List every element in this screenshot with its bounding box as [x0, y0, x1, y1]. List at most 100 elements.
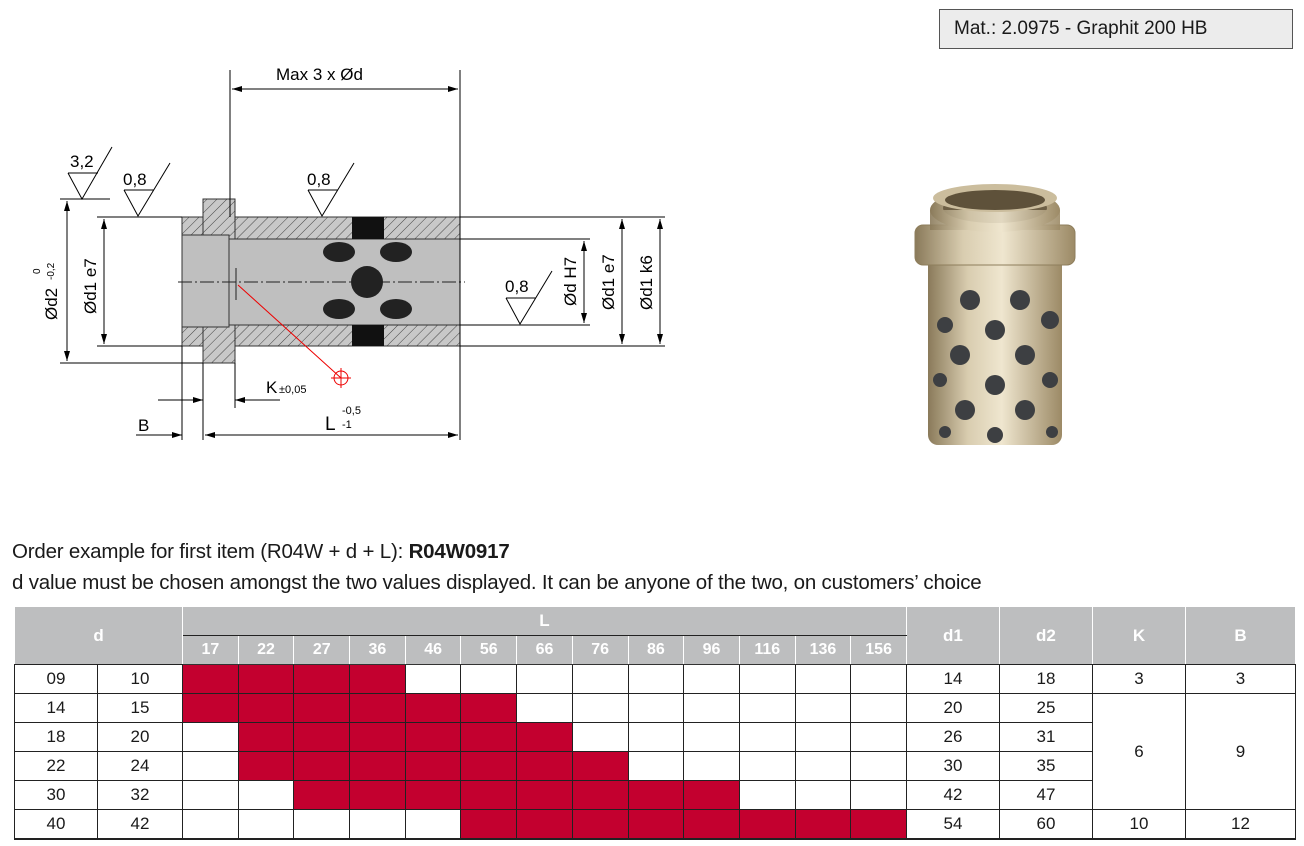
- d1-value: 20: [905, 693, 1000, 723]
- empty-cell: [404, 809, 462, 840]
- header-L-value: 76: [571, 635, 629, 665]
- l-tol-upper: -0,5: [342, 405, 361, 417]
- k-value: 10: [1091, 809, 1186, 840]
- empty-cell: [571, 664, 629, 694]
- header-L-value: 27: [293, 635, 351, 665]
- available-cell: [571, 751, 629, 781]
- empty-cell: [794, 780, 852, 810]
- k-value: 6: [1091, 693, 1186, 810]
- d-value: 10: [96, 664, 184, 694]
- available-cell: [349, 693, 406, 723]
- empty-cell: [627, 693, 685, 723]
- empty-cell: [182, 722, 239, 752]
- empty-cell: [683, 693, 740, 723]
- empty-cell: [516, 693, 573, 723]
- empty-cell: [794, 722, 852, 752]
- empty-cell: [182, 751, 239, 781]
- header-L: L: [182, 606, 907, 636]
- d-value: 22: [14, 751, 98, 781]
- empty-cell: [237, 780, 295, 810]
- d2-value: 35: [998, 751, 1093, 781]
- available-cell: [516, 809, 573, 840]
- l-tol-lower: -1: [342, 419, 352, 431]
- empty-cell: [850, 780, 907, 810]
- available-cell: [460, 722, 518, 752]
- d2-value: 60: [998, 809, 1093, 840]
- available-cell: [460, 751, 518, 781]
- table-row: 09 10 14 18 3 3: [14, 664, 1296, 694]
- d1-value: 42: [905, 780, 1000, 810]
- technical-drawing: Max 3 x Ød 3,2 0,8 0,8 0,8 Ød2 0 -0,2 Ød1…: [32, 65, 665, 440]
- l-label: L: [325, 414, 336, 435]
- d1-e7-right-label: Ød1 e7: [599, 254, 618, 310]
- available-cell: [293, 664, 351, 694]
- empty-cell: [182, 809, 239, 840]
- d-value: 24: [96, 751, 184, 781]
- empty-cell: [516, 664, 573, 694]
- table-row: 40 42 54 60 10 12: [14, 809, 1296, 840]
- d2-tol-upper: 0: [32, 268, 43, 274]
- empty-cell: [571, 693, 629, 723]
- header-L-value: 66: [516, 635, 573, 665]
- header-L-value: 116: [738, 635, 796, 665]
- available-cell: [571, 809, 629, 840]
- empty-cell: [738, 751, 796, 781]
- available-cell: [349, 751, 406, 781]
- empty-cell: [683, 722, 740, 752]
- available-cell: [850, 809, 907, 840]
- available-cell: [627, 809, 685, 840]
- header-L-value: 36: [349, 635, 406, 665]
- b-value: 12: [1184, 809, 1296, 840]
- d-value: 42: [96, 809, 184, 840]
- d1-k6-label: Ød1 k6: [637, 255, 656, 310]
- table-row: 30 32 42 47: [14, 780, 1296, 810]
- d2-value: 47: [998, 780, 1093, 810]
- empty-cell: [850, 693, 907, 723]
- order-example-text: Order example for first item (R04W + d +…: [12, 540, 409, 563]
- empty-cell: [404, 664, 462, 694]
- empty-cell: [683, 751, 740, 781]
- max-length-label: Max 3 x Ød: [276, 65, 363, 84]
- header-L-value: 56: [460, 635, 518, 665]
- header-K: K: [1091, 606, 1186, 665]
- empty-cell: [182, 780, 239, 810]
- empty-cell: [850, 722, 907, 752]
- d1-value: 54: [905, 809, 1000, 840]
- d-value: 32: [96, 780, 184, 810]
- header-L-value: 46: [404, 635, 462, 665]
- available-cell: [182, 693, 239, 723]
- k-value: 3: [1091, 664, 1186, 694]
- table-row: 22 24 30 35: [14, 751, 1296, 781]
- available-cell: [404, 693, 462, 723]
- d1-value: 30: [905, 751, 1000, 781]
- b-label: B: [138, 416, 149, 435]
- d1-value: 26: [905, 722, 1000, 752]
- available-cell: [460, 780, 518, 810]
- order-note: d value must be chosen amongst the two v…: [12, 571, 982, 594]
- available-cell: [237, 664, 295, 694]
- available-cell: [237, 693, 295, 723]
- available-cell: [460, 693, 518, 723]
- k-tolerance: ±0,05: [279, 384, 306, 396]
- empty-cell: [627, 722, 685, 752]
- available-cell: [516, 780, 573, 810]
- table-row: 14 15 20 25 6 9: [14, 693, 1296, 810]
- empty-cell: [237, 809, 295, 840]
- d2-value: 25: [998, 693, 1093, 723]
- bushing-photo: [914, 184, 1076, 445]
- d2-label: Ød2: [42, 288, 61, 320]
- available-cell: [460, 809, 518, 840]
- d1-value: 14: [905, 664, 1000, 694]
- available-cell: [237, 751, 295, 781]
- available-cell: [237, 722, 295, 752]
- k-label: K: [266, 378, 278, 397]
- b-value: 3: [1184, 664, 1296, 694]
- empty-cell: [571, 722, 629, 752]
- available-cell: [349, 722, 406, 752]
- available-cell: [627, 780, 685, 810]
- available-cell: [182, 664, 239, 694]
- d-value: 14: [14, 693, 98, 723]
- available-cell: [349, 780, 406, 810]
- position-marker: [237, 284, 351, 388]
- header-L-value: 156: [850, 635, 907, 665]
